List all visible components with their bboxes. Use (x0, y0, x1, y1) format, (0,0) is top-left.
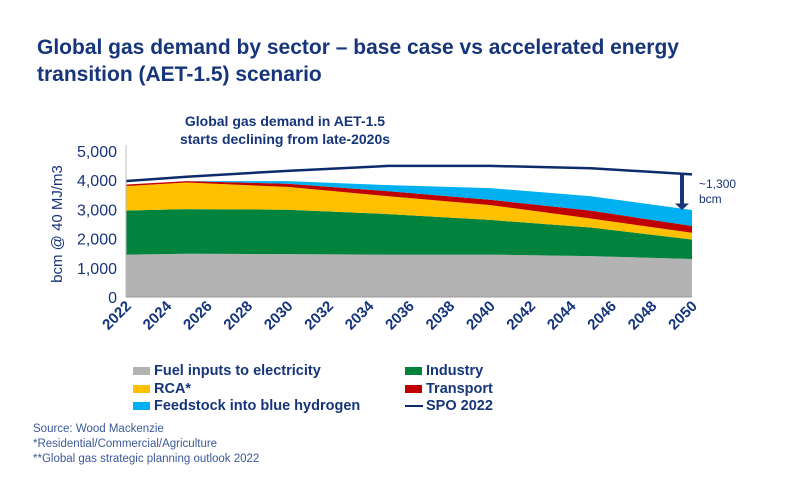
legend-item: Industry (405, 362, 483, 380)
legend-item: Transport (405, 380, 493, 398)
y-tick-label: 3,000 (77, 202, 117, 219)
arrow-label-2: bcm (699, 192, 722, 206)
area-fuel-inputs-to-electricity (126, 253, 692, 297)
legend-item: Fuel inputs to electricity (133, 362, 321, 380)
legend-label: RCA* (154, 380, 192, 397)
x-tick-label: 2022 (99, 298, 135, 334)
y-tick-label: 2,000 (77, 232, 117, 249)
area-feedstock-into-blue-hydrogen (126, 181, 692, 227)
x-tick-label: 2038 (423, 298, 459, 334)
x-tick-label: 2032 (301, 298, 337, 334)
x-tick-label: 2046 (584, 298, 620, 334)
y-tick-label: 4,000 (77, 173, 117, 190)
x-tick-label: 2024 (140, 297, 176, 333)
y-axis-label: bcm @ 40 MJ/m3 (49, 165, 66, 283)
down-arrow-icon (675, 203, 689, 210)
annotation-line-2: starts declining from late-2020s (179, 131, 391, 147)
x-tick-label: 2028 (220, 298, 256, 334)
legend-label: Fuel inputs to electricity (154, 363, 321, 379)
legend-item: SPO 2022 (405, 397, 493, 415)
x-tick-label: 2044 (544, 297, 580, 333)
area-industry (126, 209, 692, 260)
legend-label: Transport (426, 380, 493, 397)
arrow-label-1: ~1,300 (699, 177, 736, 191)
legend-label: Feedstock into blue hydrogen (154, 398, 361, 414)
y-tick-label: 1,000 (77, 261, 117, 278)
x-tick-label: 2050 (665, 298, 701, 334)
legend-swatch (405, 367, 422, 375)
legend-swatch (133, 402, 150, 410)
legend-label: SPO 2022 (426, 398, 493, 414)
notes: Source: Wood Mackenzie *Residential/Comm… (33, 422, 259, 467)
chart-title: Global gas demand by sector – base case … (37, 36, 679, 86)
legend-item: RCA* (133, 380, 191, 398)
legend-swatch (405, 405, 423, 407)
source-note: Source: Wood Mackenzie (33, 423, 164, 435)
legend-swatch (405, 384, 422, 393)
x-tick-label: 2036 (382, 298, 418, 334)
y-tick-label: 0 (108, 290, 117, 307)
x-tick-label: 2048 (625, 298, 661, 334)
spo-2022-line (125, 164, 693, 183)
x-tick-label: 2026 (180, 298, 216, 334)
x-tick-label: 2034 (342, 297, 378, 333)
legend-swatch (133, 367, 150, 375)
y-tick-label: 5,000 (77, 144, 117, 161)
footnote-rca: *Residential/Commercial/Agriculture (33, 438, 218, 450)
footnote-spo: **Global gas strategic planning outlook … (33, 453, 260, 465)
legend-item: Feedstock into blue hydrogen (133, 397, 360, 415)
legend-swatch (133, 384, 150, 393)
x-tick-label: 2040 (463, 298, 499, 334)
area-rca (126, 182, 692, 240)
legend-label: Industry (426, 363, 484, 379)
x-tick-label: 2030 (261, 298, 297, 334)
x-tick-label: 2042 (503, 298, 539, 334)
annotation-line-1: Global gas demand in AET-1.5 (184, 113, 386, 129)
chart-annotation: Global gas demand in AET-1.5 starts decl… (160, 112, 410, 148)
